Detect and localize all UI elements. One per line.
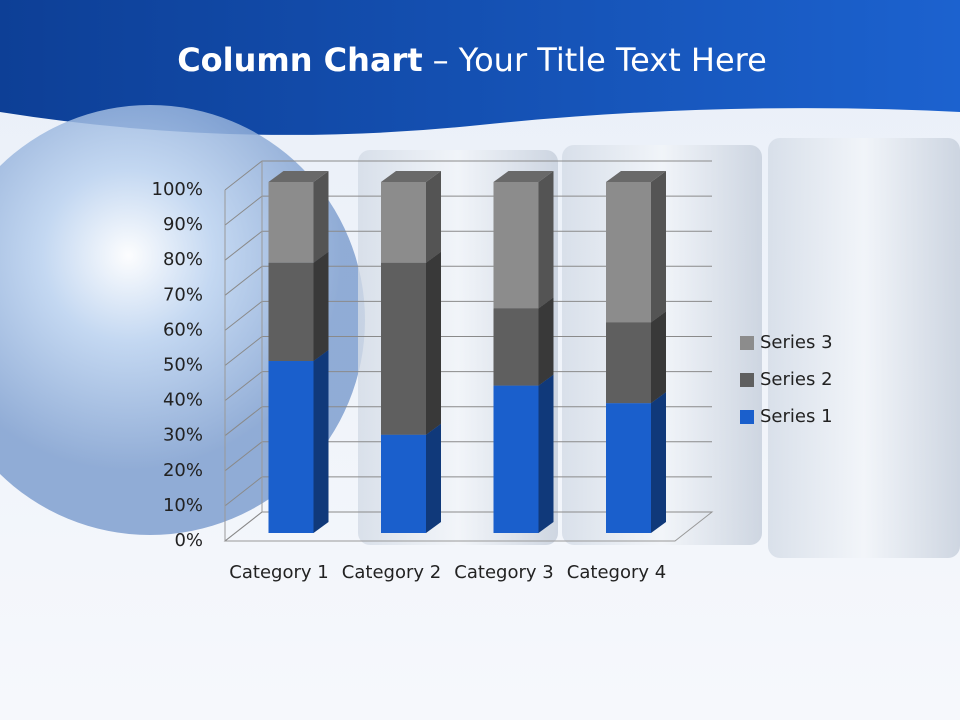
- bar-front: [493, 182, 539, 309]
- legend-swatch: [740, 410, 754, 424]
- legend-label: Series 1: [760, 406, 833, 427]
- header-band: [0, 0, 960, 135]
- y-tick-label: 60%: [163, 319, 203, 340]
- y-tick-label: 30%: [163, 425, 203, 446]
- bar-top: [606, 171, 666, 182]
- x-tick-label: Category 2: [341, 562, 442, 583]
- y-tick-label: 10%: [163, 495, 203, 516]
- bar-side: [426, 171, 441, 263]
- bar-front: [268, 361, 314, 533]
- slide-title: Column Chart – Your Title Text Here: [177, 41, 767, 79]
- title-bold: Column Chart: [177, 41, 422, 79]
- bar-top: [493, 171, 554, 182]
- bar-side: [538, 171, 554, 309]
- bar-segment: [606, 311, 666, 404]
- legend-label: Series 2: [760, 369, 833, 390]
- bar-side: [313, 171, 329, 263]
- bar-segment: [493, 374, 554, 533]
- x-tick-label: Category 1: [229, 562, 329, 583]
- bar-side: [538, 374, 554, 533]
- bar-segment: [268, 350, 329, 533]
- bar-segment: [381, 423, 441, 533]
- bar-side: [313, 350, 329, 533]
- y-tick-label: 20%: [163, 460, 203, 481]
- title-rest: – Your Title Text Here: [433, 41, 767, 79]
- bar-segment: [606, 392, 666, 533]
- bar-front: [268, 262, 314, 362]
- bar-side: [651, 392, 666, 533]
- bar-front: [606, 182, 651, 323]
- bar-segment: [381, 251, 441, 435]
- bar-front: [493, 308, 539, 386]
- bar-front: [606, 403, 651, 533]
- bar-segment: [606, 171, 666, 323]
- bar-side: [313, 251, 329, 362]
- y-tick-label: 50%: [163, 355, 203, 376]
- bar-side: [426, 423, 441, 533]
- bar-front: [381, 262, 426, 435]
- x-tick-label: Category 4: [566, 562, 667, 583]
- bar-segment: [268, 251, 329, 362]
- bar-top: [268, 171, 329, 182]
- y-tick-label: 0%: [174, 530, 203, 551]
- y-tick-label: 40%: [163, 390, 203, 411]
- y-tick-label: 100%: [152, 179, 203, 200]
- bar-segment: [381, 171, 441, 263]
- y-tick-label: 90%: [163, 214, 203, 235]
- legend-label: Series 3: [760, 332, 833, 353]
- bar-side: [426, 251, 441, 435]
- bar-segment: [493, 297, 554, 386]
- legend-swatch: [740, 336, 754, 350]
- bar-front: [493, 385, 539, 533]
- bar-front: [606, 322, 651, 404]
- x-tick-label: Category 3: [454, 562, 554, 583]
- bar-front: [381, 182, 426, 263]
- y-tick-label: 70%: [163, 284, 203, 305]
- server: [768, 138, 960, 558]
- bar-front: [381, 434, 426, 533]
- bar-side: [538, 297, 554, 386]
- legend-swatch: [740, 373, 754, 387]
- bar-segment: [493, 171, 554, 309]
- bar-side: [651, 171, 666, 323]
- bar-segment: [268, 171, 329, 263]
- y-tick-label: 80%: [163, 249, 203, 270]
- bar-front: [268, 182, 314, 263]
- bar-top: [381, 171, 441, 182]
- bar-side: [651, 311, 666, 404]
